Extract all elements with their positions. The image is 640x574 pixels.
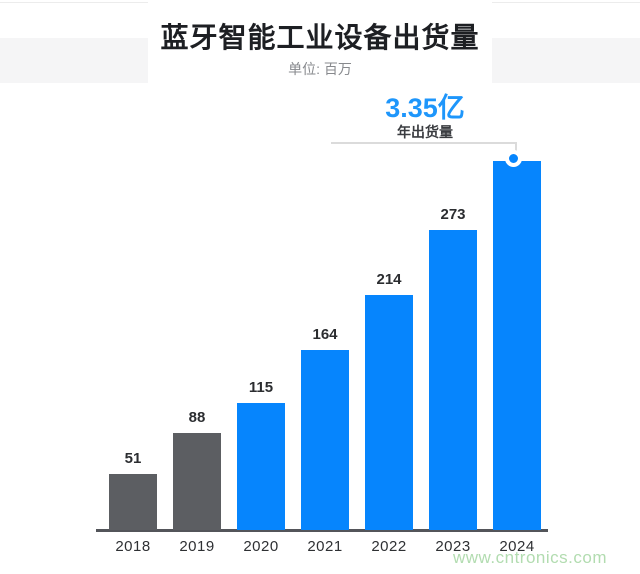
bar-2024: [493, 161, 541, 530]
callout-label: 年出货量: [397, 124, 453, 140]
bar-value-label-2020: 115: [248, 379, 274, 396]
x-axis-label-2022: 2022: [371, 538, 407, 555]
bar-2022: [365, 295, 413, 530]
x-axis-label-2020: 2020: [243, 538, 279, 555]
bar-2023: [429, 230, 477, 530]
bar-2019: [173, 433, 221, 530]
x-axis-baseline: [96, 529, 548, 532]
callout-value: 3.35亿: [385, 93, 465, 123]
x-axis-label-2023: 2023: [435, 538, 471, 555]
chart-title: 蓝牙智能工业设备出货量: [160, 22, 480, 53]
callout-bracket-horizontal: [331, 142, 517, 144]
highlight-dot-marker: [505, 150, 522, 167]
bar-2020: [237, 403, 285, 530]
chart-unit-subtitle: 单位: 百万: [288, 61, 352, 77]
bar-2018: [109, 474, 157, 530]
bar-value-label-2023: 273: [440, 206, 466, 223]
bar-value-label-2019: 88: [188, 409, 206, 426]
x-axis-label-2024: 2024: [499, 538, 535, 555]
bar-value-label-2018: 51: [124, 450, 142, 467]
bar-value-label-2022: 214: [376, 271, 402, 288]
header-card: [148, 0, 492, 83]
bar-2021: [301, 350, 349, 530]
x-axis-label-2018: 2018: [115, 538, 151, 555]
bar-value-label-2021: 164: [312, 326, 338, 343]
callout-bracket-vertical: [515, 142, 517, 155]
watermark: www.cntronics.com: [453, 548, 607, 567]
x-axis-label-2019: 2019: [179, 538, 215, 555]
x-axis-label-2021: 2021: [307, 538, 343, 555]
